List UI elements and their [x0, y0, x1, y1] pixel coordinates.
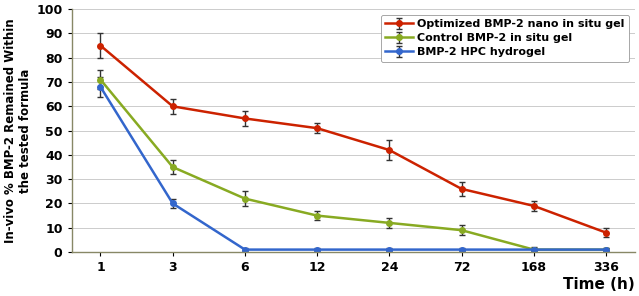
Legend: Optimized BMP-2 nano in situ gel, Control BMP-2 in situ gel, BMP-2 HPC hydrogel: Optimized BMP-2 nano in situ gel, Contro…: [381, 15, 629, 62]
Y-axis label: In-vivo % BMP-2 Remained Within
the tested formula: In-vivo % BMP-2 Remained Within the test…: [4, 18, 32, 243]
X-axis label: Time (h): Time (h): [563, 277, 635, 292]
